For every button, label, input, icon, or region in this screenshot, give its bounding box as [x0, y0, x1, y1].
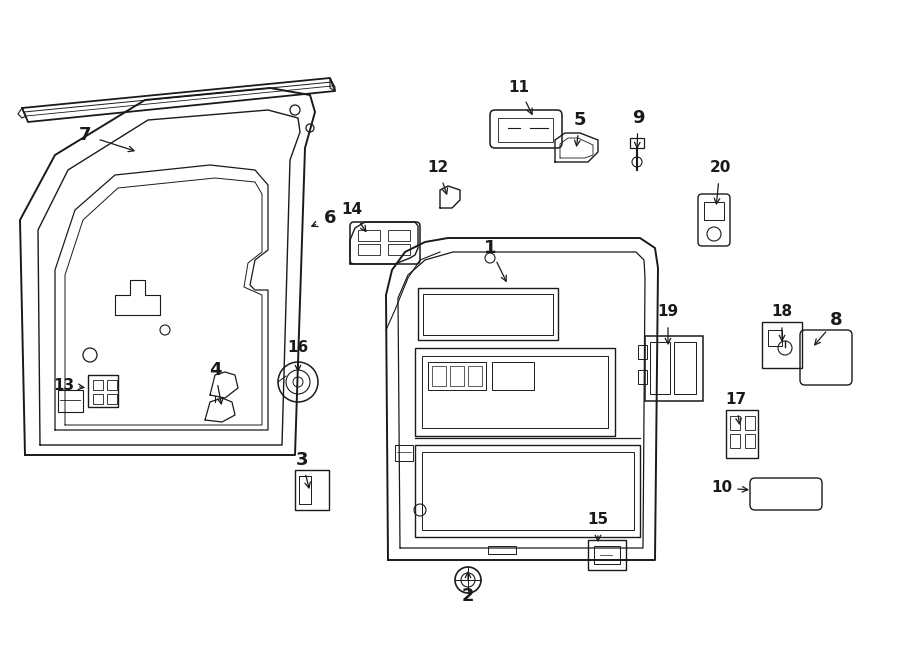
Bar — [594, 546, 620, 564]
Bar — [745, 416, 755, 430]
Bar — [630, 138, 644, 148]
Bar — [638, 370, 647, 384]
Bar — [768, 330, 782, 346]
Bar — [745, 434, 755, 448]
Text: 2: 2 — [462, 587, 474, 605]
Bar — [428, 362, 486, 390]
Text: 12: 12 — [428, 161, 448, 176]
Bar — [468, 366, 482, 386]
Text: 1: 1 — [484, 239, 496, 257]
Text: 19: 19 — [657, 305, 679, 319]
Bar — [107, 380, 117, 390]
Text: 20: 20 — [709, 161, 731, 176]
Text: 8: 8 — [830, 311, 842, 329]
Bar — [388, 244, 410, 255]
Text: 14: 14 — [341, 202, 363, 217]
Bar — [93, 380, 103, 390]
Bar — [432, 366, 446, 386]
Bar — [450, 366, 464, 386]
Text: 16: 16 — [287, 340, 309, 356]
Bar — [762, 322, 802, 368]
Bar — [588, 540, 626, 570]
Bar — [358, 244, 380, 255]
Bar — [388, 230, 410, 241]
Bar — [423, 294, 553, 335]
Text: 13: 13 — [53, 377, 75, 393]
Bar — [422, 452, 634, 530]
Bar — [415, 348, 615, 436]
Bar — [295, 470, 329, 510]
Text: 3: 3 — [296, 451, 308, 469]
Text: 17: 17 — [725, 393, 747, 407]
Bar — [488, 546, 516, 554]
Bar — [358, 230, 380, 241]
Bar — [415, 445, 640, 537]
Text: 7: 7 — [79, 126, 91, 144]
Bar — [704, 202, 724, 220]
Text: 11: 11 — [508, 81, 529, 95]
Bar — [299, 476, 311, 504]
Bar — [418, 288, 558, 340]
Text: 9: 9 — [632, 109, 644, 127]
Text: 4: 4 — [209, 361, 221, 379]
Bar — [58, 390, 83, 412]
Text: 10: 10 — [711, 481, 733, 496]
Bar — [730, 434, 740, 448]
Bar — [645, 336, 703, 401]
Text: 18: 18 — [771, 305, 793, 319]
Text: 6: 6 — [324, 209, 337, 227]
Bar — [395, 445, 413, 461]
Bar — [498, 118, 553, 142]
Bar — [726, 410, 758, 458]
Bar — [107, 394, 117, 404]
Bar — [492, 362, 534, 390]
Bar — [93, 394, 103, 404]
Text: 15: 15 — [588, 512, 608, 527]
Bar — [88, 375, 118, 407]
Text: 5: 5 — [574, 111, 586, 129]
Bar — [674, 342, 696, 394]
Bar — [650, 342, 670, 394]
Bar — [730, 416, 740, 430]
Bar — [638, 345, 647, 359]
Bar — [422, 356, 608, 428]
